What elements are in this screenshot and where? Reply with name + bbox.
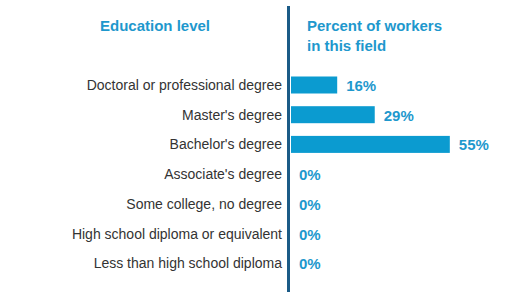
bar: [291, 136, 450, 153]
category-label: Bachelor's degree: [170, 136, 283, 152]
y-axis-title: Education level: [100, 17, 210, 34]
category-label: Doctoral or professional degree: [87, 77, 283, 93]
title-line: in this field: [307, 37, 386, 54]
data-label: 0%: [299, 166, 321, 183]
data-label: 16%: [346, 77, 376, 94]
category-label: Associate's degree: [164, 166, 282, 182]
category-label: Some college, no degree: [126, 196, 282, 212]
title-line: Percent of workers: [307, 17, 442, 34]
data-label: 29%: [384, 107, 414, 124]
bar: [291, 77, 337, 94]
bar: [291, 166, 292, 183]
bars: [291, 77, 450, 153]
category-label: High school diploma or equivalent: [72, 226, 282, 242]
x-axis-title: Percent of workers in this field: [307, 17, 442, 54]
bar: [291, 255, 292, 272]
chart: Education level Percent of workers in this…: [0, 0, 525, 303]
category-label: Master's degree: [182, 107, 282, 123]
bar: [291, 106, 375, 123]
category-label: Less than high school diploma: [94, 255, 283, 271]
bar: [291, 225, 292, 242]
bar: [291, 195, 292, 212]
data-label: 0%: [299, 226, 321, 243]
data-label: 0%: [299, 255, 321, 272]
data-label: 0%: [299, 196, 321, 213]
data-label: 55%: [459, 136, 489, 153]
axis-line: [287, 6, 290, 292]
